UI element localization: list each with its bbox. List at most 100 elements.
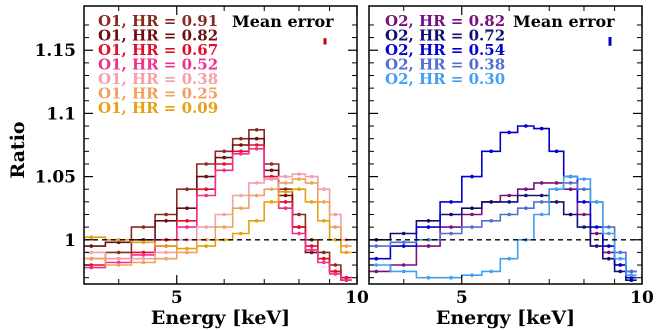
right-ticks: 5 10 bbox=[369, 6, 654, 308]
left-data-point bbox=[89, 244, 94, 248]
left-data-point bbox=[344, 250, 349, 255]
right-data-point bbox=[594, 200, 599, 204]
y-axis-label: Ratio bbox=[7, 121, 29, 178]
right-data-point bbox=[470, 273, 474, 278]
right-data-point bbox=[539, 126, 544, 131]
left-data-point bbox=[269, 200, 274, 204]
left-data-point bbox=[185, 225, 189, 229]
left-data-point bbox=[283, 174, 288, 179]
left-data-point bbox=[164, 250, 168, 255]
left-data-point bbox=[116, 256, 121, 261]
right-data-point bbox=[618, 269, 623, 274]
right-data-point bbox=[568, 181, 573, 185]
right-data-point bbox=[401, 244, 406, 248]
left-data-point bbox=[89, 265, 94, 270]
left-data-point bbox=[141, 250, 146, 255]
left-data-point bbox=[239, 143, 243, 147]
left-data-point bbox=[141, 253, 146, 257]
right-data-point bbox=[554, 187, 559, 191]
right-data-point bbox=[554, 200, 559, 204]
left-data-point bbox=[333, 225, 338, 229]
right-data-point bbox=[507, 256, 512, 261]
left-data-point bbox=[344, 278, 349, 283]
right-data-point bbox=[401, 263, 406, 267]
left-data-point bbox=[254, 219, 259, 223]
right-data-point bbox=[374, 263, 379, 267]
right-legend-entry: O2, HR = 0.30 bbox=[385, 70, 505, 88]
left-legend-entry: O1, HR = 0.25 bbox=[98, 85, 218, 103]
left-x-tick-label: 10 bbox=[345, 288, 369, 308]
left-mean-error-label: Mean error bbox=[232, 12, 334, 31]
left-data-point bbox=[283, 181, 288, 185]
left-data-point bbox=[269, 177, 274, 181]
left-data-point bbox=[254, 147, 259, 151]
left-data-point bbox=[254, 193, 259, 198]
right-data-point bbox=[426, 244, 431, 248]
left-data-point bbox=[283, 206, 288, 210]
right-data-point bbox=[629, 269, 634, 274]
right-data-point bbox=[582, 200, 586, 204]
right-data-point bbox=[426, 238, 431, 242]
left-data-point bbox=[254, 136, 259, 141]
left-data-point bbox=[297, 172, 301, 176]
left-legend-entry: O1, HR = 0.52 bbox=[98, 56, 218, 74]
left-data-point bbox=[309, 200, 314, 204]
left-series-lines bbox=[84, 128, 352, 283]
left-data-point bbox=[309, 248, 314, 252]
right-series-line-1 bbox=[369, 194, 637, 281]
right-x-axis-label: Energy [keV] bbox=[436, 307, 575, 329]
right-series-lines bbox=[369, 124, 637, 283]
right-x-tick-label: 10 bbox=[630, 288, 654, 308]
right-data-point bbox=[594, 244, 599, 248]
left-data-point bbox=[89, 256, 94, 261]
left-data-point bbox=[283, 187, 288, 191]
left-data-point bbox=[322, 260, 326, 265]
left-data-point bbox=[269, 168, 274, 173]
left-data-point bbox=[185, 187, 189, 191]
left-data-point bbox=[116, 240, 121, 245]
left-data-point bbox=[222, 162, 226, 166]
right-data-point bbox=[449, 225, 453, 229]
right-data-point bbox=[618, 263, 623, 267]
left-data-point bbox=[239, 136, 243, 141]
right-data-point bbox=[401, 240, 406, 245]
left-data-point bbox=[333, 212, 338, 217]
left-data-point bbox=[89, 263, 94, 267]
left-data-point bbox=[185, 246, 189, 251]
left-data-point bbox=[185, 219, 189, 223]
right-data-point bbox=[524, 124, 528, 128]
right-data-point bbox=[582, 212, 586, 217]
right-plot-frame bbox=[368, 5, 643, 285]
left-data-point bbox=[141, 240, 146, 245]
right-data-point bbox=[607, 244, 611, 248]
right-data-point bbox=[568, 187, 573, 191]
right-data-point bbox=[554, 149, 559, 154]
right-x-tick-label: 5 bbox=[456, 288, 468, 308]
right-data-point bbox=[507, 193, 512, 198]
right-legend-entry: O2, HR = 0.82 bbox=[385, 12, 505, 30]
left-legend-entry: O1, HR = 0.91 bbox=[98, 12, 218, 30]
right-legend-entry: O2, HR = 0.72 bbox=[385, 27, 505, 45]
left-data-point bbox=[344, 275, 349, 280]
right-data-point bbox=[470, 225, 474, 229]
right-legend-entry: O2, HR = 0.54 bbox=[385, 41, 505, 59]
left-legend-entry: O1, HR = 0.38 bbox=[98, 70, 218, 88]
left-data-point bbox=[322, 187, 326, 191]
right-data-point bbox=[489, 219, 494, 223]
left-series-line-2 bbox=[84, 144, 352, 279]
left-data-point bbox=[322, 200, 326, 204]
left-legend-entry: O1, HR = 0.67 bbox=[98, 41, 218, 59]
left-data-point bbox=[239, 152, 243, 156]
left-data-point bbox=[185, 250, 189, 255]
left-data-point bbox=[164, 244, 168, 248]
right-data-point bbox=[449, 200, 453, 204]
left-data-point bbox=[333, 238, 338, 242]
right-data-point bbox=[426, 275, 431, 280]
left-data-point bbox=[222, 225, 226, 229]
left-series-line-6 bbox=[84, 188, 352, 254]
right-data-point bbox=[374, 256, 379, 261]
left-series-line-5 bbox=[84, 178, 352, 266]
